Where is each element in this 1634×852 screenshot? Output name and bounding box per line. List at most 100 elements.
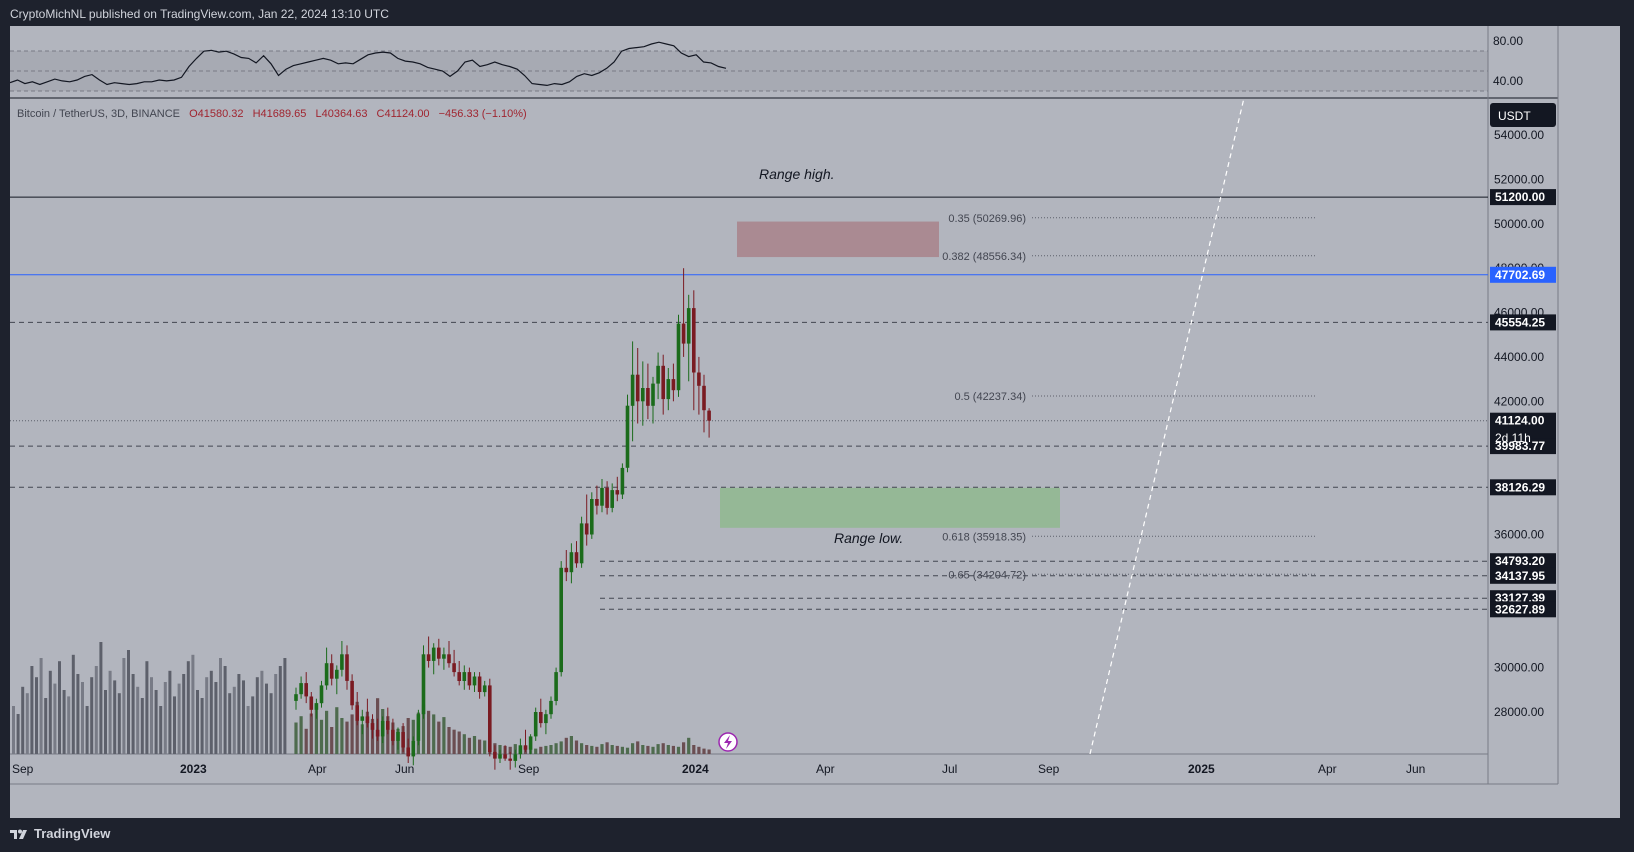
candle-body (411, 740, 416, 757)
candle-body (457, 672, 461, 681)
volume-bar (131, 674, 135, 754)
candle-body (646, 388, 650, 406)
rsi-tick-40: 40.00 (1493, 74, 1523, 88)
candle-body (365, 716, 370, 724)
candle-body (493, 751, 497, 759)
volume-bar (697, 746, 701, 754)
volume-bar (544, 745, 548, 754)
volume-bar (154, 690, 158, 754)
volume-bar (335, 707, 339, 754)
time-tick: Sep (1038, 762, 1060, 776)
volume-bar (16, 714, 20, 754)
time-tick: Jun (1406, 762, 1425, 776)
candle-body (590, 499, 594, 535)
volume-bar (437, 721, 441, 754)
candle-body (360, 716, 365, 721)
volume-bar (44, 698, 48, 754)
volume-bar (35, 677, 38, 754)
ohlc-open: O41580.32 (189, 108, 243, 120)
currency-label: USDT (1498, 109, 1531, 123)
candle-body (661, 365, 665, 400)
volume-bar (205, 677, 209, 754)
candle-body (523, 745, 528, 750)
time-tick: Apr (816, 762, 835, 776)
ohlc-low: L40364.63 (315, 108, 367, 120)
candle-body (651, 383, 655, 406)
volume-bar (641, 745, 645, 754)
volume-bar (620, 746, 624, 754)
candle-body (574, 552, 579, 564)
price-label-bg (1490, 553, 1556, 570)
time-axis-ticks: Sep 2023 Apr Jun Sep 2024 Apr Jul Sep 2025 Apr Jun (12, 762, 1425, 776)
time-tick: Apr (308, 762, 327, 776)
candle-body (549, 700, 553, 715)
tradingview-footer[interactable]: TradingView (10, 826, 110, 841)
price-tick: 52000.00 (1494, 172, 1544, 186)
volume-bar (539, 746, 543, 754)
time-tick: 2023 (180, 762, 207, 776)
candle-body (676, 323, 681, 391)
volume-bar (360, 724, 364, 754)
volume-bar (30, 666, 34, 754)
price-label: 38126.29 (1495, 480, 1545, 494)
tradingview-logo-icon (10, 829, 27, 839)
time-tick: Sep (518, 762, 540, 776)
volume-bar (661, 743, 665, 754)
volume-bar (67, 696, 71, 754)
volume-bar (472, 736, 477, 754)
candle-body (380, 720, 385, 737)
volume-bar (182, 674, 186, 754)
volume-bar (260, 670, 264, 754)
candle-body (426, 654, 431, 661)
candle-body (702, 385, 706, 411)
price-label: 32627.89 (1495, 602, 1545, 616)
chart-frame: 80.00 40.00 Bitcoin / TetherUS, 3D, BINA… (9, 26, 1620, 818)
volume-bar (58, 661, 61, 754)
candle-body (692, 308, 696, 373)
fib-label: 0.382 (48556.34) (942, 251, 1026, 263)
candle-body (431, 647, 436, 661)
candles (294, 268, 711, 770)
candle-body (401, 732, 405, 748)
time-tick: 2024 (682, 762, 709, 776)
candle-body (595, 499, 599, 506)
currency-button[interactable]: USDT (1490, 103, 1556, 127)
volume-bar (564, 737, 568, 754)
zones (720, 221, 1060, 528)
candle-body (707, 410, 711, 421)
annotation-text: Range high. (759, 166, 835, 182)
candle-body (605, 487, 609, 508)
volume-bar (462, 734, 466, 754)
volume-bar (702, 748, 706, 754)
volume-bar (457, 731, 461, 754)
volume-bar (319, 719, 324, 754)
volume-bar (330, 727, 334, 754)
candle-body (406, 747, 410, 757)
price-label-bg (1490, 266, 1556, 283)
volume-bar (269, 693, 273, 754)
price-label-bg (1490, 567, 1556, 584)
candle-body (355, 705, 359, 721)
volume-bar (625, 747, 630, 754)
lightning-icon[interactable] (718, 732, 738, 752)
candle-body (641, 388, 645, 402)
volume-bar (325, 710, 329, 754)
candle-body (329, 663, 334, 679)
volume-bar (590, 745, 594, 754)
volume-bar (71, 654, 75, 754)
candle-body (666, 379, 671, 400)
volume-bar (104, 690, 107, 754)
ohlc-close: C41124.00 (377, 108, 430, 120)
volume-bar (113, 680, 117, 754)
chart-svg[interactable]: 80.00 40.00 Bitcoin / TetherUS, 3D, BINA… (9, 26, 1620, 818)
volume-bar (246, 706, 250, 754)
candle-body (569, 552, 574, 573)
volume-bar (177, 683, 181, 754)
fib-label: 0.65 (34204.72) (948, 569, 1026, 581)
candle-body (309, 696, 314, 710)
volume-bar (687, 737, 691, 754)
candle-body (498, 754, 502, 759)
candle-body (503, 754, 507, 759)
price-label-bg (1490, 601, 1556, 618)
candle-body (584, 523, 589, 535)
